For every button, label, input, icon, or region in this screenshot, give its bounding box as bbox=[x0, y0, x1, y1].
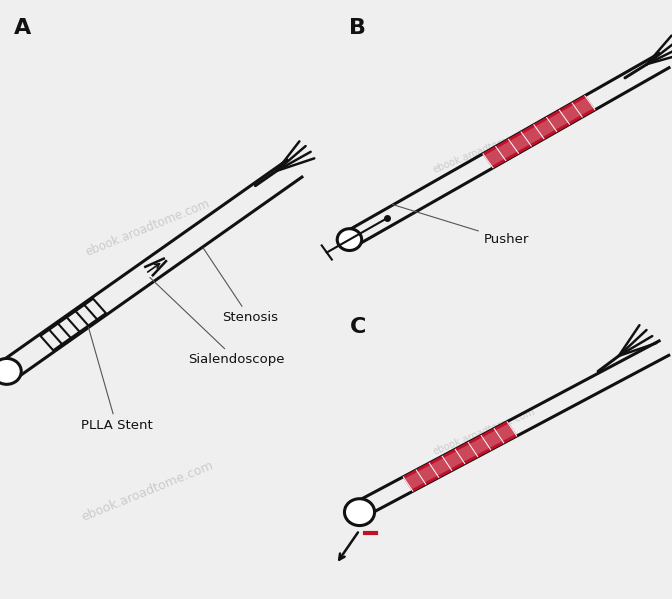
Text: A: A bbox=[13, 18, 31, 38]
Text: ebook.aroadtome.com: ebook.aroadtome.com bbox=[431, 125, 536, 175]
Polygon shape bbox=[483, 96, 595, 167]
Text: Pusher: Pusher bbox=[392, 204, 530, 246]
Text: Stenosis: Stenosis bbox=[203, 248, 278, 325]
Polygon shape bbox=[404, 422, 516, 491]
Text: Sialendoscope: Sialendoscope bbox=[150, 277, 285, 367]
Circle shape bbox=[0, 358, 22, 385]
Text: B: B bbox=[349, 18, 366, 38]
Circle shape bbox=[337, 229, 362, 250]
Text: ebook.aroadtome.com: ebook.aroadtome.com bbox=[431, 406, 536, 456]
Text: ebook.aroadtome.com: ebook.aroadtome.com bbox=[80, 459, 216, 524]
Text: ebook.aroadtome.com: ebook.aroadtome.com bbox=[84, 196, 212, 259]
Text: PLLA Stent: PLLA Stent bbox=[81, 326, 153, 432]
Text: C: C bbox=[349, 317, 366, 337]
Circle shape bbox=[345, 499, 374, 525]
